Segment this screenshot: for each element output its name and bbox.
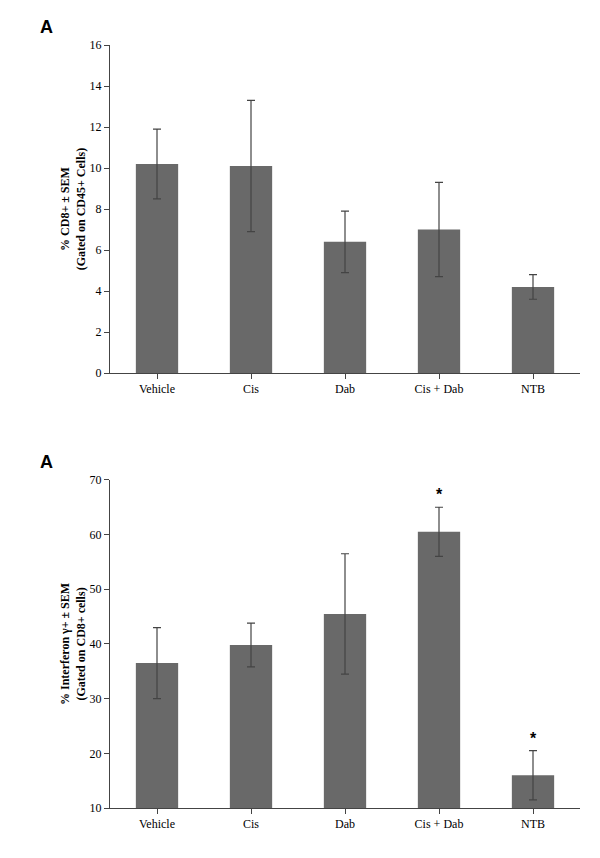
svg-text:% CD8+ ± SEM(Gated on CD45+ Ce: % CD8+ ± SEM(Gated on CD45+ Cells): [58, 148, 88, 270]
svg-text:Dab: Dab: [335, 382, 355, 396]
svg-text:30: 30: [90, 692, 102, 706]
svg-text:60: 60: [90, 528, 102, 542]
svg-text:16: 16: [90, 38, 102, 52]
svg-text:0: 0: [96, 366, 102, 380]
svg-text:Dab: Dab: [335, 817, 355, 831]
svg-text:50: 50: [90, 582, 102, 596]
svg-text:*: *: [530, 730, 537, 747]
svg-text:10: 10: [90, 801, 102, 815]
svg-text:NTB: NTB: [521, 817, 545, 831]
svg-text:*: *: [436, 486, 443, 503]
svg-text:8: 8: [96, 202, 102, 216]
svg-text:NTB: NTB: [521, 382, 545, 396]
svg-text:2: 2: [96, 325, 102, 339]
svg-text:70: 70: [90, 473, 102, 487]
svg-text:40: 40: [90, 637, 102, 651]
svg-text:4: 4: [96, 284, 102, 298]
svg-text:10: 10: [90, 161, 102, 175]
svg-text:Vehicle: Vehicle: [139, 382, 175, 396]
svg-text:Cis: Cis: [243, 817, 259, 831]
svg-text:Vehicle: Vehicle: [139, 817, 175, 831]
svg-text:% Interferon γ+ ± SEM(Gated on: % Interferon γ+ ± SEM(Gated on CD8+ cell…: [58, 583, 88, 705]
svg-text:12: 12: [90, 120, 102, 134]
svg-text:Cis: Cis: [243, 382, 259, 396]
svg-text:6: 6: [96, 243, 102, 257]
svg-text:14: 14: [90, 79, 102, 93]
svg-text:Cis + Dab: Cis + Dab: [415, 382, 464, 396]
svg-text:A: A: [40, 452, 53, 472]
svg-text:A: A: [40, 17, 53, 37]
svg-text:Cis + Dab: Cis + Dab: [415, 817, 464, 831]
svg-text:20: 20: [90, 747, 102, 761]
